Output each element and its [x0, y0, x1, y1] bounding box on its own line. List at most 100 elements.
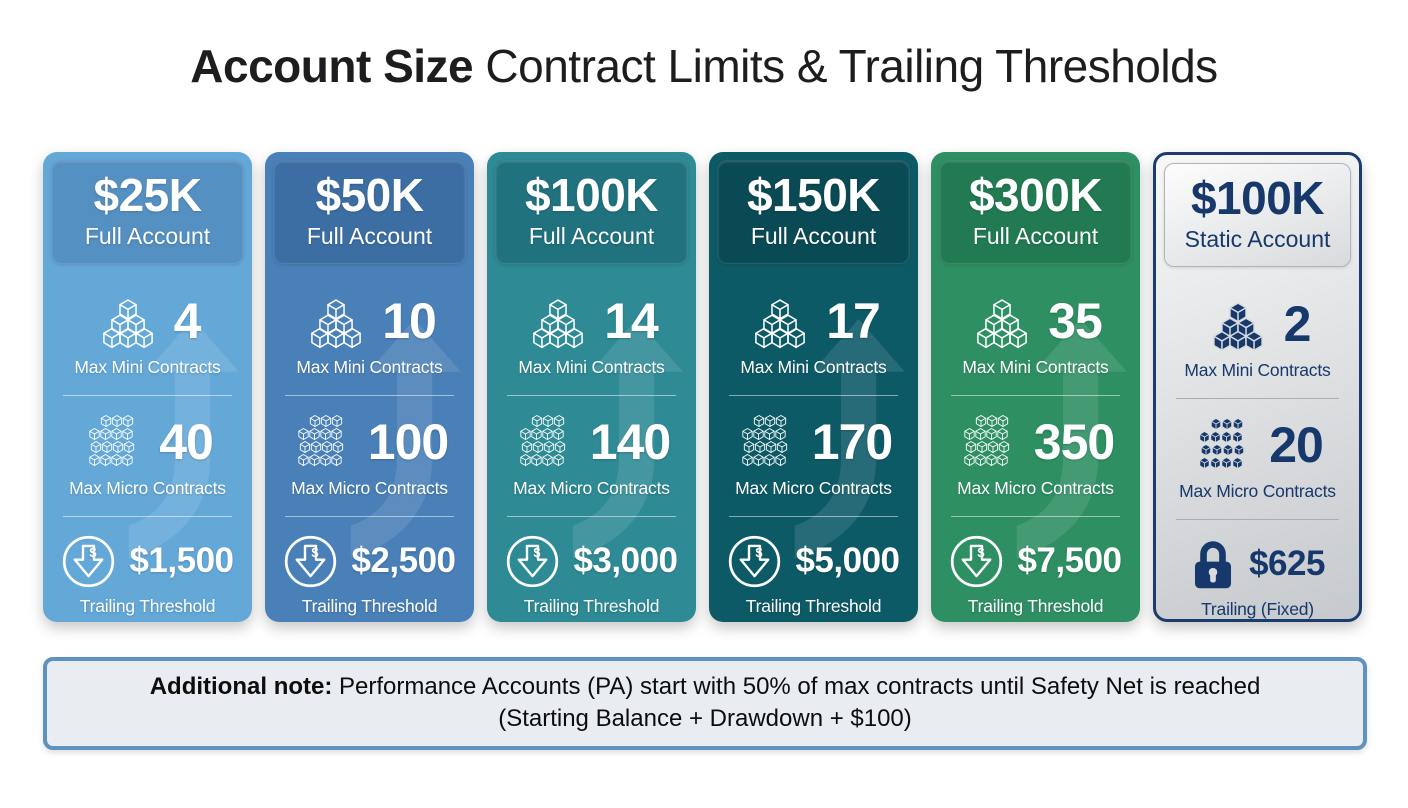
card-header: $300K Full Account: [939, 159, 1132, 264]
micro-contracts-row: 350: [931, 413, 1140, 471]
divider: [63, 394, 232, 396]
trailing-label: Trailing Threshold: [745, 595, 882, 616]
trailing-row: $2,500: [265, 534, 474, 589]
trailing-section: $5,000 Trailing Threshold: [709, 534, 918, 617]
micro-contracts-section: 140 Max Micro Contracts: [487, 413, 696, 499]
cubes-grid-icon: [1192, 416, 1256, 474]
micro-contracts-value: 40: [159, 413, 214, 470]
mini-contracts-row: 2: [1156, 295, 1359, 353]
micro-contracts-label: Max Micro Contracts: [513, 477, 670, 498]
mini-contracts-row: 17: [709, 292, 918, 350]
trailing-section: $2,500 Trailing Threshold: [265, 534, 474, 617]
page-title-bold: Account Size: [190, 40, 474, 92]
micro-contracts-section: 100 Max Micro Contracts: [265, 413, 474, 499]
page-title: Account Size Contract Limits & Trailing …: [0, 40, 1408, 93]
trailing-label: Trailing Threshold: [967, 595, 1104, 616]
micro-contracts-label: Max Micro Contracts: [735, 477, 892, 498]
trailing-value: $2,500: [351, 541, 456, 581]
micro-contracts-value: 140: [589, 413, 671, 470]
mini-contracts-value: 14: [604, 292, 659, 349]
account-card: $150K Full Account 17 Max Mini Contracts…: [709, 151, 918, 622]
note-line2: (Starting Balance + Drawdown + $100): [498, 705, 912, 733]
cubes-pyramid-icon: [969, 292, 1035, 350]
account-type: Full Account: [306, 222, 433, 249]
divider: [951, 515, 1120, 517]
micro-contracts-label: Max Micro Contracts: [69, 477, 226, 498]
trailing-value: $625: [1249, 544, 1325, 584]
cubes-grid-icon: [735, 413, 799, 471]
micro-contracts-value: 350: [1033, 413, 1115, 470]
note-line1: Performance Accounts (PA) start with 50%…: [339, 672, 1261, 700]
trailing-row: $3,000: [487, 534, 696, 589]
micro-contracts-label: Max Micro Contracts: [957, 477, 1114, 498]
account-cards-row: $25K Full Account 4 Max Mini Contracts 4…: [0, 151, 1408, 622]
mini-contracts-label: Max Mini Contracts: [962, 356, 1109, 377]
micro-contracts-section: 170 Max Micro Contracts: [709, 413, 918, 499]
micro-contracts-row: 40: [43, 413, 252, 471]
mini-contracts-value: 17: [826, 292, 881, 349]
account-card: $50K Full Account 10 Max Mini Contracts …: [265, 151, 474, 622]
card-header: $50K Full Account: [273, 159, 466, 264]
cubes-pyramid-icon: [747, 292, 813, 350]
account-amount: $300K: [968, 168, 1103, 221]
micro-contracts-row: 100: [265, 413, 474, 471]
cubes-pyramid-icon: [95, 292, 161, 350]
account-card: $25K Full Account 4 Max Mini Contracts 4…: [43, 151, 252, 622]
micro-contracts-section: 350 Max Micro Contracts: [931, 413, 1140, 499]
account-amount: $50K: [315, 168, 424, 221]
account-type: Static Account: [1184, 225, 1331, 252]
account-card: $100K Static Account 2 Max Mini Contract…: [1153, 151, 1362, 622]
trailing-section: $3,000 Trailing Threshold: [487, 534, 696, 617]
dollar-down-arrow-circle-icon: [727, 534, 782, 589]
dollar-down-arrow-circle-icon: [283, 534, 338, 589]
mini-contracts-section: 14 Max Mini Contracts: [487, 292, 696, 378]
trailing-label: Trailing (Fixed): [1201, 598, 1314, 619]
cubes-pyramid-icon: [1205, 295, 1271, 353]
trailing-section: $7,500 Trailing Threshold: [931, 534, 1140, 617]
mini-contracts-label: Max Mini Contracts: [296, 356, 443, 377]
divider: [951, 394, 1120, 396]
micro-contracts-value: 20: [1269, 416, 1324, 473]
page-title-rest: Contract Limits & Trailing Thresholds: [473, 40, 1218, 92]
trailing-label: Trailing Threshold: [79, 595, 216, 616]
account-card: $300K Full Account 35 Max Mini Contracts…: [931, 151, 1140, 622]
mini-contracts-value: 35: [1048, 292, 1103, 349]
micro-contracts-row: 170: [709, 413, 918, 471]
divider: [729, 515, 898, 517]
cubes-pyramid-icon: [303, 292, 369, 350]
divider: [285, 394, 454, 396]
divider: [1176, 518, 1339, 520]
micro-contracts-section: 40 Max Micro Contracts: [43, 413, 252, 499]
divider: [285, 515, 454, 517]
lock-icon: [1190, 537, 1236, 592]
divider: [729, 394, 898, 396]
account-type: Full Account: [972, 222, 1099, 249]
trailing-value: $5,000: [795, 541, 900, 581]
micro-contracts-section: 20 Max Micro Contracts: [1156, 416, 1359, 502]
divider: [507, 394, 676, 396]
account-type: Full Account: [84, 222, 211, 249]
mini-contracts-row: 14: [487, 292, 696, 350]
mini-contracts-label: Max Mini Contracts: [74, 356, 221, 377]
micro-contracts-row: 140: [487, 413, 696, 471]
account-card: $100K Full Account 14 Max Mini Contracts…: [487, 151, 696, 622]
card-header: $100K Full Account: [495, 159, 688, 264]
note-text: Additional note: Performance Accounts (P…: [150, 671, 1261, 736]
trailing-row: $5,000: [709, 534, 918, 589]
dollar-down-arrow-circle-icon: [61, 534, 116, 589]
cubes-grid-icon: [291, 413, 355, 471]
trailing-section: $625 Trailing (Fixed): [1156, 537, 1359, 619]
mini-contracts-value: 4: [173, 292, 202, 349]
trailing-value: $1,500: [129, 541, 234, 581]
trailing-label: Trailing Threshold: [301, 595, 438, 616]
cubes-grid-icon: [513, 413, 577, 471]
mini-contracts-section: 17 Max Mini Contracts: [709, 292, 918, 378]
trailing-section: $1,500 Trailing Threshold: [43, 534, 252, 617]
trailing-row: $625: [1156, 537, 1359, 592]
trailing-row: $1,500: [43, 534, 252, 589]
cubes-grid-icon: [957, 413, 1021, 471]
dollar-down-arrow-circle-icon: [505, 534, 560, 589]
account-type: Full Account: [750, 222, 877, 249]
divider: [1176, 397, 1339, 399]
trailing-row: $7,500: [931, 534, 1140, 589]
